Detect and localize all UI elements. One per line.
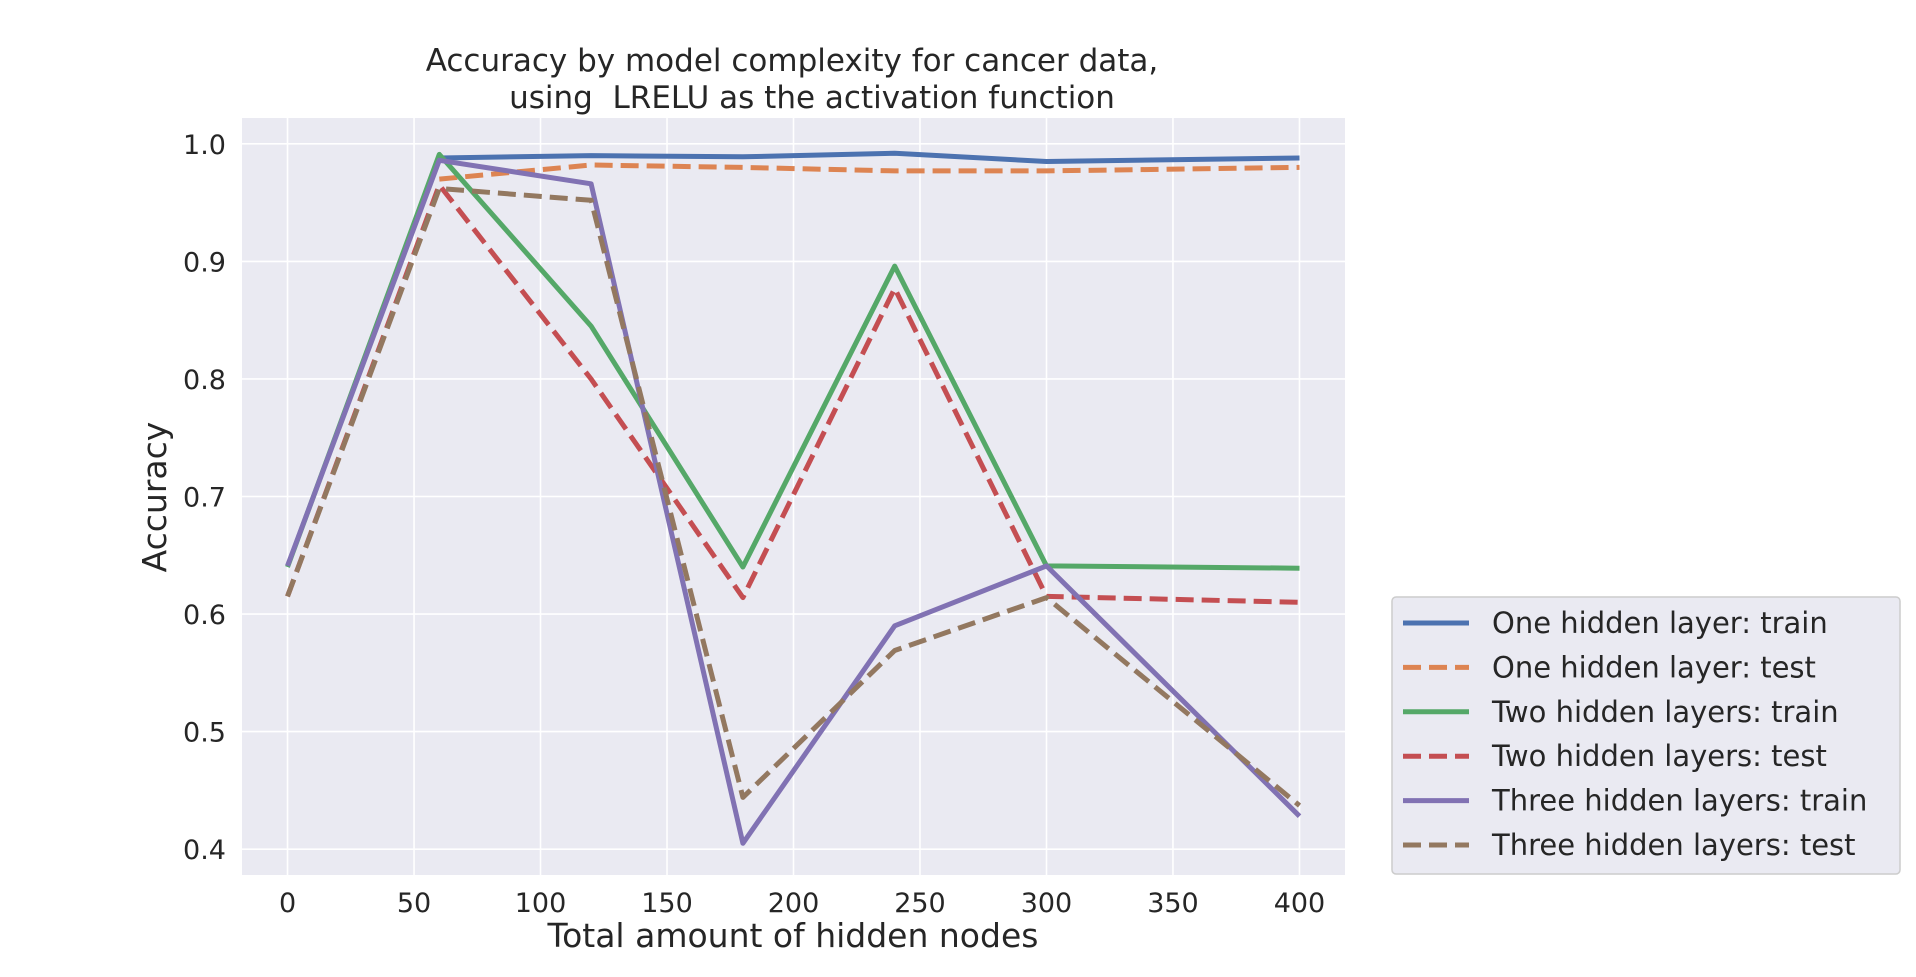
series-group: [285, 150, 1302, 846]
x-tick-label: 350: [1147, 888, 1199, 919]
legend-label: Two hidden layers: train: [1491, 695, 1839, 729]
series-line-5: [285, 157, 1302, 846]
y-axis-label: Accuracy: [135, 422, 174, 573]
x-tick-labels: 0 50 100 150 200 250 300 350 400: [279, 888, 1325, 919]
legend-box: [1391, 596, 1901, 875]
grid-lines: [242, 118, 1345, 875]
x-tick-label: 50: [397, 888, 431, 919]
x-tick-label: 0: [279, 888, 296, 919]
y-tick-label: 0.7: [183, 483, 226, 514]
y-tick-label: 0.6: [183, 600, 226, 631]
x-tick-label: 200: [768, 888, 820, 919]
y-tick-label: 0.8: [183, 365, 226, 396]
legend-label: One hidden layer: test: [1492, 650, 1816, 684]
series-line-2: [439, 162, 1300, 182]
y-tick-labels: 0.4 0.5 0.6 0.7 0.8 0.9 1.0: [183, 130, 226, 866]
series-line-6: [285, 186, 1302, 808]
chart-title: Accuracy by model complexity for cancer …: [426, 43, 1159, 79]
y-tick-label: 1.0: [183, 130, 226, 161]
chart-subtitle: using LRELU as the activation function: [509, 80, 1115, 116]
y-tick-label: 0.5: [183, 718, 226, 749]
legend-label: Three hidden layers: test: [1491, 828, 1856, 862]
y-tick-label: 0.4: [183, 835, 226, 866]
x-tick-label: 400: [1274, 888, 1326, 919]
legend-label: Three hidden layers: train: [1491, 784, 1867, 818]
series-line-1: [439, 150, 1300, 164]
x-axis-label: Total amount of hidden nodes: [547, 916, 1039, 955]
y-tick-label: 0.9: [183, 247, 226, 278]
x-tick-label: 250: [894, 888, 946, 919]
x-tick-label: 300: [1021, 888, 1073, 919]
legend-label: Two hidden layers: test: [1491, 739, 1827, 773]
legend-label: One hidden layer: train: [1492, 606, 1828, 640]
x-tick-label: 150: [641, 888, 693, 919]
x-tick-label: 100: [515, 888, 567, 919]
legend: One hidden layer: train One hidden layer:…: [1391, 596, 1901, 875]
